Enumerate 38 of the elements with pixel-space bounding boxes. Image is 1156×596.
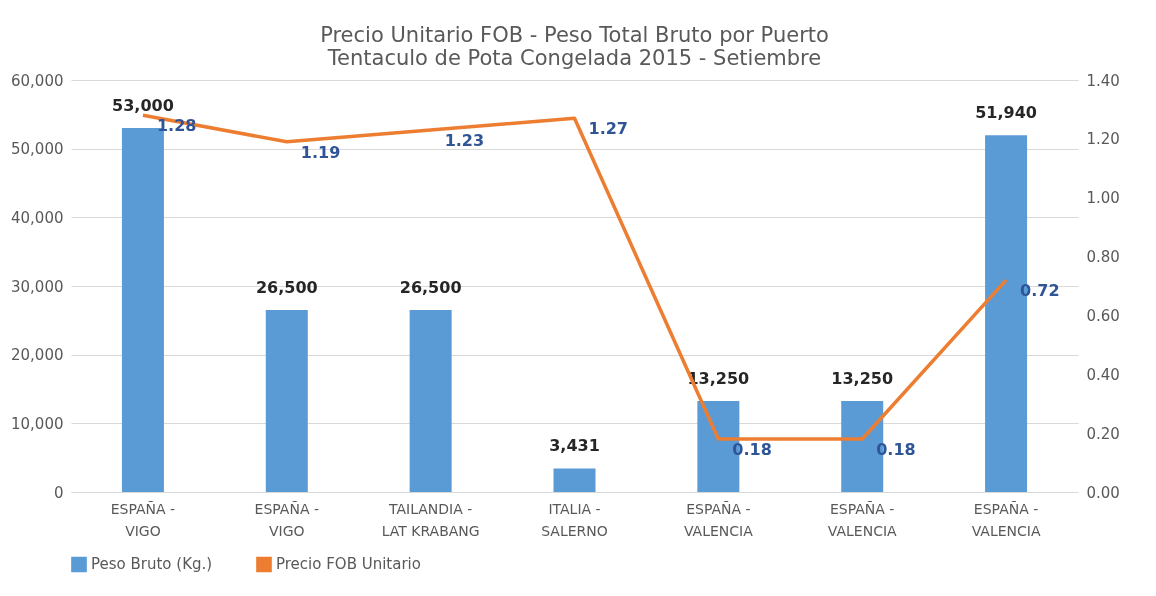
data-label: 13,250 <box>831 369 894 389</box>
bar <box>553 468 596 492</box>
y-tick-label: 0 <box>53 483 64 502</box>
data-label: 26,500 <box>255 278 318 298</box>
y2-tick-label: 0.60 <box>1086 306 1120 325</box>
y2-tick-label: 0.80 <box>1086 248 1120 267</box>
legend-label: Precio FOB Unitario <box>276 555 421 574</box>
y2-tick-label: 0.00 <box>1086 483 1120 502</box>
text: Tentaculo de Pota Congelada 2015 - Setiembre <box>327 46 822 70</box>
data-label: 53,000 <box>112 96 174 116</box>
data-label: 1.19 <box>300 142 341 162</box>
y2-tick-label: 1.40 <box>1086 71 1120 90</box>
x-tick-label: TAILANDIA - LAT KRABANG <box>381 500 480 539</box>
y2-tick-label: 0.20 <box>1086 424 1120 443</box>
y2-tick-label: 1.20 <box>1086 130 1120 149</box>
x-tick-label: ESPAÑA - VIGO <box>254 500 319 539</box>
y-tick-label: 40,000 <box>11 208 64 227</box>
y-tick-label: 50,000 <box>11 140 64 159</box>
y2-tick-label: 1.00 <box>1086 189 1120 208</box>
bar <box>409 310 452 492</box>
data-label: 51,940 <box>975 103 1037 123</box>
y2-tick-label: 0.40 <box>1086 365 1120 384</box>
data-label: 3,431 <box>549 436 600 456</box>
bar <box>265 310 308 492</box>
y-tick-label: 30,000 <box>11 277 64 296</box>
x-tick-label: ESPAÑA - VALENCIA <box>827 500 898 539</box>
data-label: 1.27 <box>588 119 628 139</box>
x-tick-label: ESPAÑA - VALENCIA <box>971 500 1041 539</box>
y-tick-label: 10,000 <box>11 414 64 433</box>
x-tick-label: ITALIA - SALERNO <box>541 500 608 539</box>
data-label: 26,500 <box>399 278 462 298</box>
data-label: 1.23 <box>444 131 485 151</box>
y-tick-label: 20,000 <box>11 346 64 365</box>
x-tick-label: ESPAÑA - VIGO <box>110 500 176 539</box>
y-tick-label: 60,000 <box>11 71 64 90</box>
legend-label: Peso Bruto (Kg.) <box>91 555 213 574</box>
text: Precio Unitario FOB - Peso Total Bruto por Puerto <box>320 23 829 47</box>
x-tick-label: ESPAÑA - VALENCIA <box>683 500 754 539</box>
